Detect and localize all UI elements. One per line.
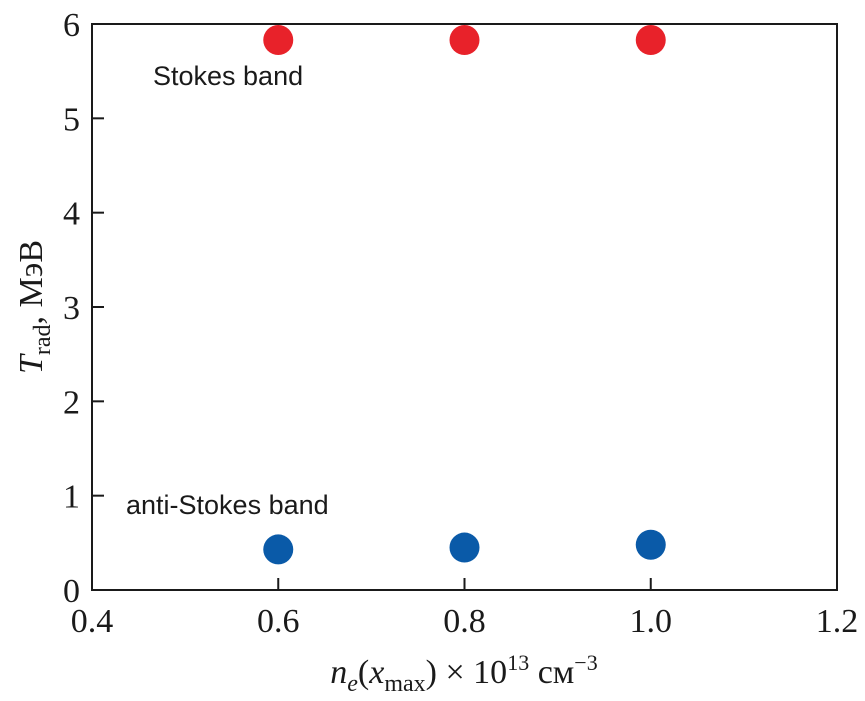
- x-tick-label: 1.2: [816, 603, 859, 640]
- data-points: [263, 25, 666, 565]
- x-tick-label: 0.6: [257, 603, 300, 640]
- anti-stokes-point: [635, 529, 666, 560]
- stokes-point: [449, 25, 480, 56]
- stokes-point: [635, 25, 666, 56]
- y-tick-label: 0: [63, 573, 80, 610]
- x-axis-ticks: 0.4 0.6 0.8 1.0 1.2: [71, 578, 859, 640]
- y-tick-label: 5: [63, 101, 80, 138]
- y-tick-label: 6: [63, 7, 80, 44]
- y-tick-label: 2: [63, 384, 80, 421]
- x-tick-label: 1.0: [630, 603, 673, 640]
- y-axis-ticks: 0 1 2 3 4 5 6: [63, 7, 104, 610]
- x-axis-title: ne(xmax) × 1013 см−3: [330, 650, 597, 697]
- y-tick-label: 4: [63, 196, 80, 233]
- y-axis-title: Trad, МэВ: [13, 240, 56, 374]
- x-tick-label: 0.8: [443, 603, 486, 640]
- anti-stokes-point: [449, 532, 480, 563]
- x-tick-label: 0.4: [71, 603, 114, 640]
- stokes-point: [263, 25, 294, 56]
- series-label-stokes: Stokes band: [153, 61, 303, 91]
- series-label-anti-stokes: anti-Stokes band: [126, 490, 329, 520]
- y-tick-label: 1: [63, 479, 80, 516]
- y-tick-label: 3: [63, 290, 80, 327]
- anti-stokes-point: [263, 534, 294, 565]
